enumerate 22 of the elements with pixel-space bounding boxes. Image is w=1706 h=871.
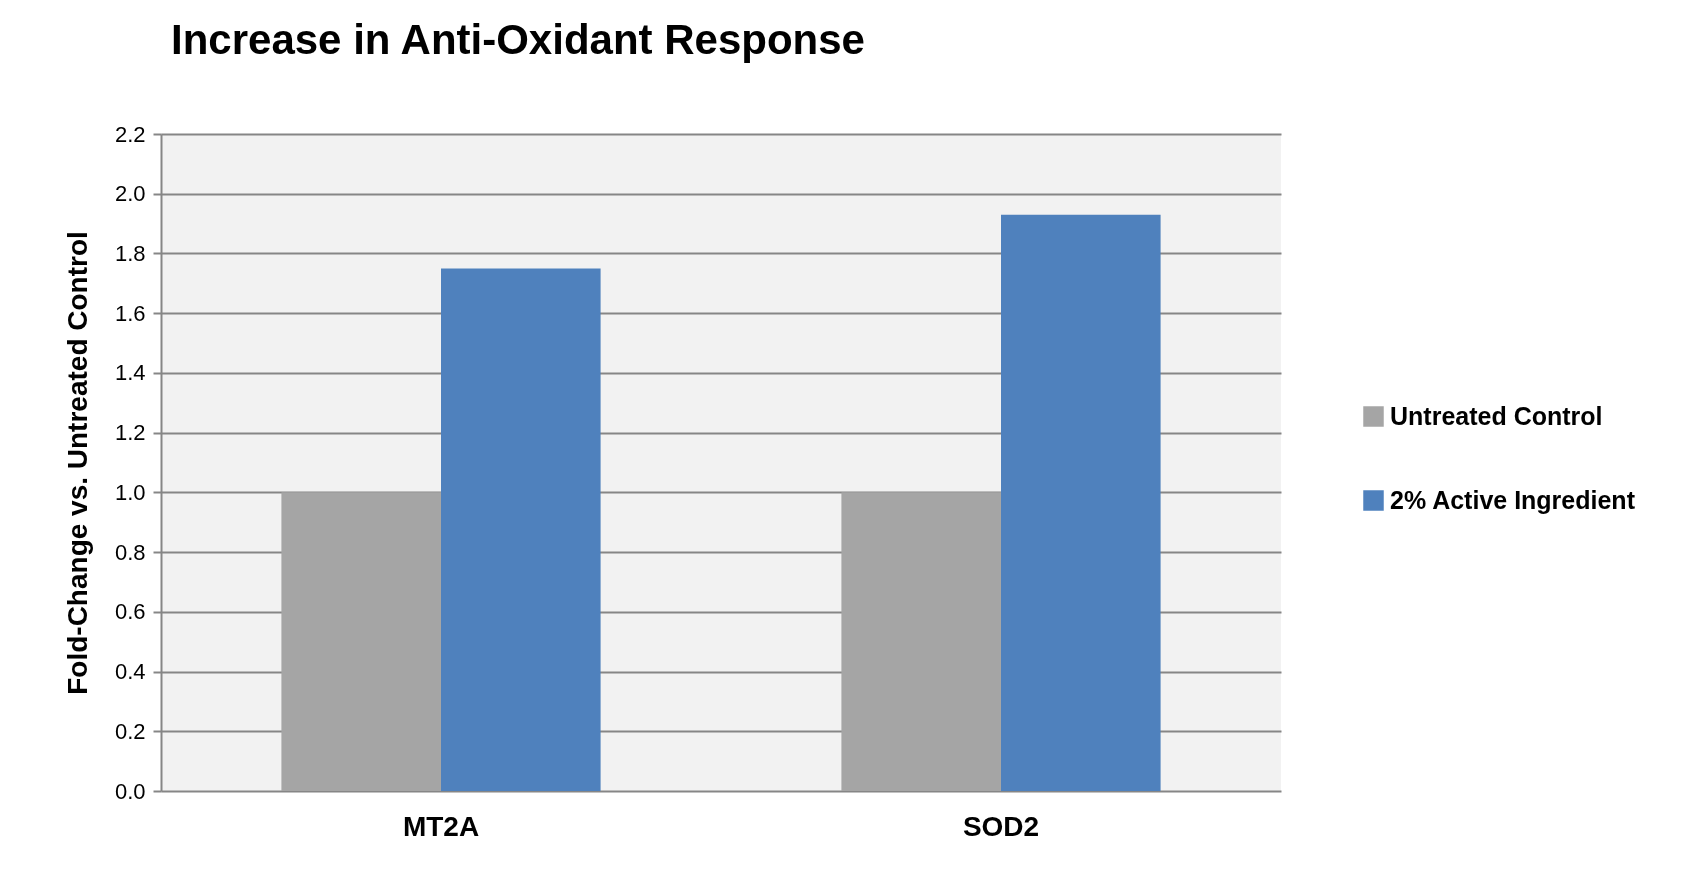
y-tick-label: 0.2: [114, 718, 146, 744]
y-tick-label: 1.2: [114, 420, 146, 446]
y-tick-label: 1.8: [114, 240, 146, 266]
x-tick-label: SOD2: [962, 810, 1040, 842]
legend-label: 2% Active Ingredient: [1390, 485, 1636, 514]
y-tick-label: 2.2: [114, 121, 146, 147]
y-tick-label: 0.8: [114, 539, 146, 565]
bar: [441, 268, 601, 791]
y-tick-label: 1.4: [114, 360, 146, 386]
y-tick-label: 2.0: [114, 181, 146, 207]
y-axis-title: Fold-Change vs. Untreated Control: [61, 231, 93, 695]
bar: [281, 492, 441, 791]
bar: [841, 492, 1001, 791]
chart-title: Increase in Anti-Oxidant Response: [171, 16, 865, 63]
y-tick-label: 0.6: [114, 599, 146, 625]
legend-label: Untreated Control: [1390, 401, 1603, 430]
y-tick-label: 0.0: [114, 778, 146, 804]
y-tick-label: 0.4: [114, 659, 146, 685]
y-tick-label: 1.0: [114, 479, 146, 505]
y-tick-label: 1.6: [114, 300, 146, 326]
x-tick-label: MT2A: [402, 810, 480, 842]
bar: [1001, 214, 1161, 791]
